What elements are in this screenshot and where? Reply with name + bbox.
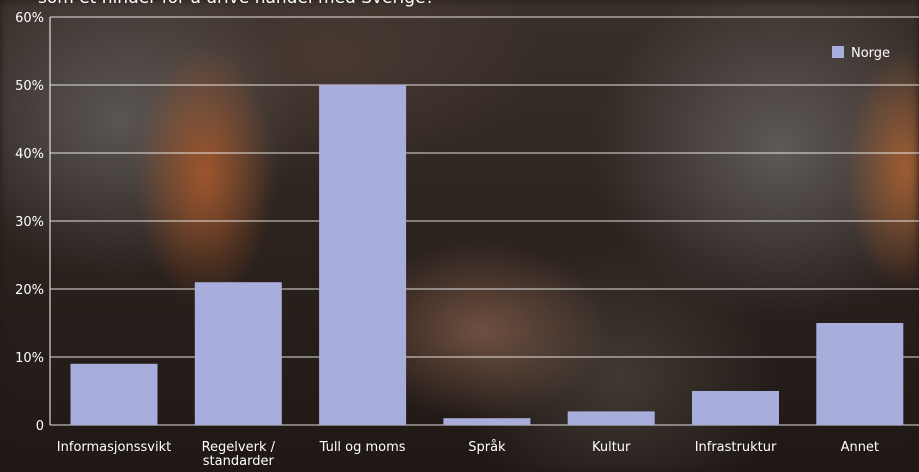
y-tick-label: 10% — [15, 351, 44, 366]
y-axis-ticks: 0 10% 20% 30% 40% 50% 60% — [15, 11, 44, 434]
y-tick-label: 40% — [15, 147, 44, 162]
bar-spr-k — [443, 418, 531, 425]
bar-regelverk-standarder — [194, 282, 282, 425]
y-tick-label: 0 — [36, 419, 44, 434]
gridlines — [49, 16, 919, 426]
bars — [70, 85, 904, 425]
y-tick-label: 60% — [15, 11, 44, 26]
x-tick-label: Annet — [841, 440, 879, 455]
bar-annet — [816, 323, 904, 425]
bar-informasjonssvikt — [70, 363, 158, 425]
bar-infrastruktur — [692, 391, 779, 425]
legend: Norge — [832, 46, 890, 61]
bar-kultur — [567, 411, 655, 425]
x-tick-label: Språk — [468, 440, 506, 455]
x-tick-label: Informasjonssvikt — [57, 440, 171, 455]
x-tick-label: Regelverk / standarder — [202, 440, 276, 469]
legend-swatch-norge — [832, 46, 844, 58]
x-tick-label: Infrastruktur — [695, 440, 777, 455]
x-axis-labels: Informasjonssvikt Regelverk / standarder Tu… — [57, 440, 879, 469]
x-tick-label: Tull og moms — [319, 440, 406, 455]
y-tick-label: 50% — [15, 79, 44, 94]
bar-tull-og-moms — [319, 85, 407, 425]
y-tick-label: 30% — [15, 215, 44, 230]
x-tick-label: Kultur — [592, 440, 631, 455]
chart-title: som et hinder for å drive handel med Sve… — [38, 0, 435, 8]
y-tick-label: 20% — [15, 283, 44, 298]
legend-label-norge: Norge — [851, 46, 890, 61]
